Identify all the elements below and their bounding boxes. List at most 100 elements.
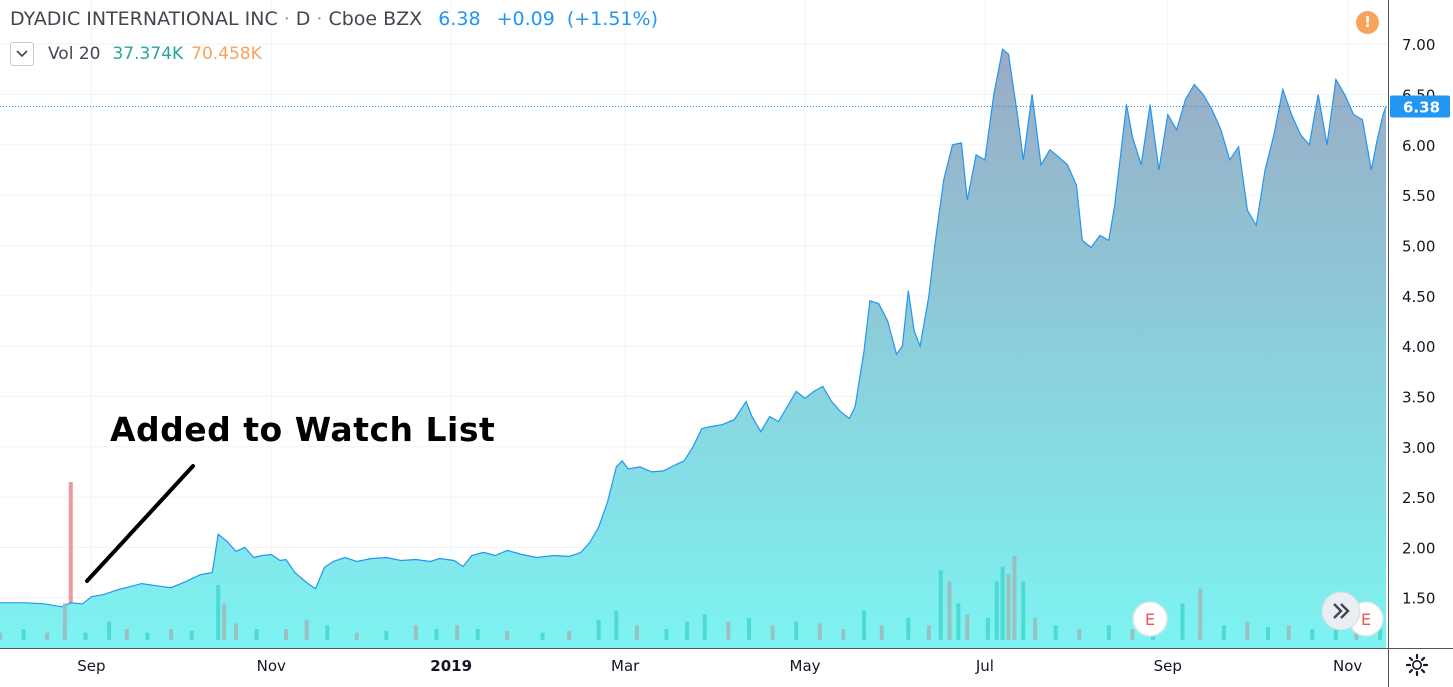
annotation-label: Added to Watch List xyxy=(110,410,496,449)
volume-bar xyxy=(817,623,822,640)
volume-bar xyxy=(1033,618,1038,640)
volume-bar xyxy=(325,625,330,640)
volume-bar xyxy=(233,623,238,640)
volume-bar xyxy=(475,629,480,640)
volume-bar xyxy=(664,629,669,640)
scroll-to-realtime-button[interactable] xyxy=(1321,591,1361,631)
volume-bar xyxy=(455,625,460,640)
annotation-line xyxy=(85,464,195,583)
price-tick-label: 3.50 xyxy=(1402,388,1435,406)
earnings-marker-label: E xyxy=(1145,610,1155,629)
last-price: 6.38 xyxy=(438,8,481,30)
volume-bar xyxy=(1221,625,1226,640)
legend-toggle-button[interactable] xyxy=(10,42,34,66)
volume-bar xyxy=(726,621,731,640)
volume-bar xyxy=(1006,574,1011,640)
volume-label: Vol 20 xyxy=(48,44,101,64)
volume-bar xyxy=(169,629,174,640)
volume-bar xyxy=(1021,581,1026,640)
volume-bar xyxy=(1310,629,1315,640)
volume-bar xyxy=(222,603,227,640)
price-tick-label: 2.00 xyxy=(1402,539,1435,557)
price-change-percent: (+1.51%) xyxy=(566,8,658,30)
time-tick-label: May xyxy=(790,657,821,675)
volume-bar xyxy=(1198,588,1203,640)
volume-bar xyxy=(994,581,999,640)
volume-bar xyxy=(505,630,510,640)
volume-bar xyxy=(1106,625,1111,640)
price-tick-label: 7.00 xyxy=(1402,36,1435,54)
price-tick-label: 3.00 xyxy=(1402,439,1435,457)
volume-bar xyxy=(770,625,775,640)
volume-bar xyxy=(1266,627,1271,640)
price-tick-label: 1.50 xyxy=(1402,590,1435,608)
volume-bar xyxy=(685,621,690,640)
price-area-fill xyxy=(0,49,1386,648)
volume-bar xyxy=(926,625,931,640)
volume-bar xyxy=(62,603,67,640)
volume-bar xyxy=(985,618,990,640)
volume-bar xyxy=(254,629,259,640)
volume-bar xyxy=(965,614,970,640)
annotation-arrow xyxy=(85,464,195,583)
volume-bar xyxy=(841,629,846,640)
last-price-tag xyxy=(1390,95,1450,118)
time-axis-bg xyxy=(0,648,1453,687)
volume-bar xyxy=(1000,566,1005,640)
volume-bar xyxy=(1333,621,1338,640)
volume-bar xyxy=(45,632,50,640)
volume-bar xyxy=(1180,603,1185,640)
volume-bar xyxy=(21,629,26,640)
earnings-marker-icon: E xyxy=(1132,601,1168,637)
legend-separator: · xyxy=(283,8,290,30)
price-tick-label: 5.00 xyxy=(1402,237,1435,255)
earnings-marker-circle xyxy=(1132,601,1168,637)
price-tick-label: 2.50 xyxy=(1402,489,1435,507)
last-price-tag-label: 6.38 xyxy=(1403,99,1440,117)
legend-separator: · xyxy=(316,8,323,30)
volume-bar xyxy=(284,629,289,640)
volume-bar xyxy=(354,632,359,640)
time-tick-label: 2019 xyxy=(430,657,472,675)
price-change: +0.09 xyxy=(496,8,555,30)
gear-icon[interactable] xyxy=(1405,653,1429,677)
symbol-exchange: Cboe BZX xyxy=(328,8,423,30)
symbol-name: DYADIC INTERNATIONAL INC xyxy=(10,8,278,30)
volume-bar xyxy=(567,630,572,640)
volume-bar xyxy=(124,629,129,640)
symbol-legend: DYADIC INTERNATIONAL INC · D · Cboe BZX 6.38… xyxy=(10,8,658,30)
watchlist-marker-bar xyxy=(68,482,73,640)
earnings-marker-label: E xyxy=(1361,610,1371,629)
volume-bar xyxy=(304,619,309,640)
price-line xyxy=(0,48,1387,608)
volume-series xyxy=(0,555,1383,640)
volume-bar xyxy=(947,581,952,640)
volume-bar xyxy=(413,625,418,640)
volume-bar xyxy=(634,625,639,640)
volume-bar xyxy=(83,632,88,640)
volume-bar xyxy=(596,619,601,640)
time-tick-label: Mar xyxy=(611,657,640,675)
volume-bar xyxy=(956,603,961,640)
volume-bar xyxy=(614,610,619,640)
price-tick-label: 5.50 xyxy=(1402,187,1435,205)
time-tick-label: Sep xyxy=(77,657,105,675)
volume-bar xyxy=(1286,625,1291,640)
symbol-interval: D xyxy=(295,8,311,30)
exclamation-icon[interactable]: ! xyxy=(1356,11,1379,34)
price-tick-label: 6.00 xyxy=(1402,137,1435,155)
volume-bar xyxy=(107,621,112,640)
volume-bar xyxy=(1354,629,1359,640)
time-tick-label: Jul xyxy=(975,657,994,675)
price-area-series xyxy=(0,48,1388,648)
volume-bar xyxy=(384,630,389,640)
volume-bar xyxy=(1053,625,1058,640)
time-tick-label: Nov xyxy=(1333,657,1362,675)
time-tick-label: Sep xyxy=(1154,657,1182,675)
volume-bar xyxy=(1378,625,1383,640)
volume-bar xyxy=(702,614,707,640)
watchlist-marker xyxy=(68,482,73,640)
volume-bar xyxy=(434,629,439,640)
